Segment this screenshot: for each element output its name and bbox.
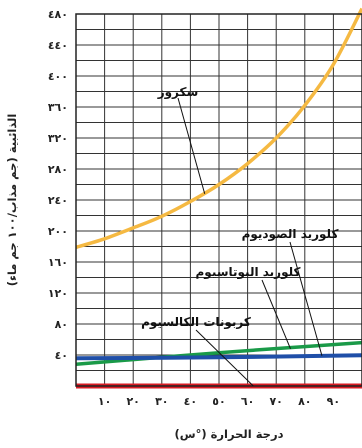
x-tick-label: ١٠ <box>98 395 111 408</box>
series-label-calcium-carbonate: كربونات الكالسيوم <box>141 315 251 330</box>
y-tick-label: ١٢٠ <box>48 287 68 300</box>
x-tick-label: ٨٠ <box>298 395 311 408</box>
leader-line-sodium-chloride <box>289 241 323 356</box>
x-axis-title: درجة الحرارة (°س) <box>175 427 284 441</box>
y-tick-label: ٨٠ <box>55 318 68 331</box>
series-label-potassium-chloride: كلوريد البوتاسيوم <box>196 265 301 280</box>
y-tick-label: ٤٠٠ <box>48 70 68 83</box>
label-leader-lines <box>177 97 323 387</box>
y-axis-title: الذائبية (جم مذاب/١٠٠ جم ماء) <box>5 114 19 287</box>
x-tick-label: ٥٠ <box>212 395 225 408</box>
x-tick-label: ٣٠ <box>155 395 168 408</box>
y-tick-label: ٢٠٠ <box>48 225 68 238</box>
x-tick-label: ٢٠ <box>126 395 139 408</box>
y-tick-label: ٤٠ <box>55 349 68 362</box>
series-label-sucrose: سكروز <box>157 85 199 100</box>
x-tick-label: ٩٠ <box>327 395 340 408</box>
series-label-sodium-chloride: كلوريد الصوديوم <box>242 227 339 242</box>
y-tick-label: ٣٢٠ <box>48 132 68 145</box>
y-tick-label: ٣٦٠ <box>48 101 68 114</box>
y-tick-label: ٤٤٠ <box>48 39 68 52</box>
x-tick-label: ٧٠ <box>269 395 282 408</box>
y-tick-label: ٢٤٠ <box>48 194 68 207</box>
x-tick-labels: ١٠ ٢٠ ٣٠ ٤٠ ٥٠ ٦٠ ٧٠ ٨٠ ٩٠ <box>98 395 340 408</box>
y-tick-label: ٢٨٠ <box>48 163 68 176</box>
x-tick-label: ٦٠ <box>241 395 254 408</box>
plot-frame <box>75 13 362 387</box>
y-tick-label: ٤٨٠ <box>48 8 68 21</box>
series-line-sucrose <box>75 7 362 249</box>
x-tick-label: ٤٠ <box>184 395 197 408</box>
y-tick-label: ١٦٠ <box>48 256 68 269</box>
leader-line-sucrose <box>177 97 206 194</box>
y-tick-labels: ٤٠ ٨٠ ١٢٠ ١٦٠ ٢٠٠ ٢٤٠ ٢٨٠ ٣٢٠ ٣٦٠ ٤٠٠ ٤٤٠ ٤٨٠ <box>48 8 68 362</box>
leader-line-calcium-carbonate <box>195 329 254 387</box>
series-line-sodium-chloride <box>75 353 362 361</box>
leader-line-potassium-chloride <box>261 279 291 349</box>
grid <box>76 14 362 386</box>
